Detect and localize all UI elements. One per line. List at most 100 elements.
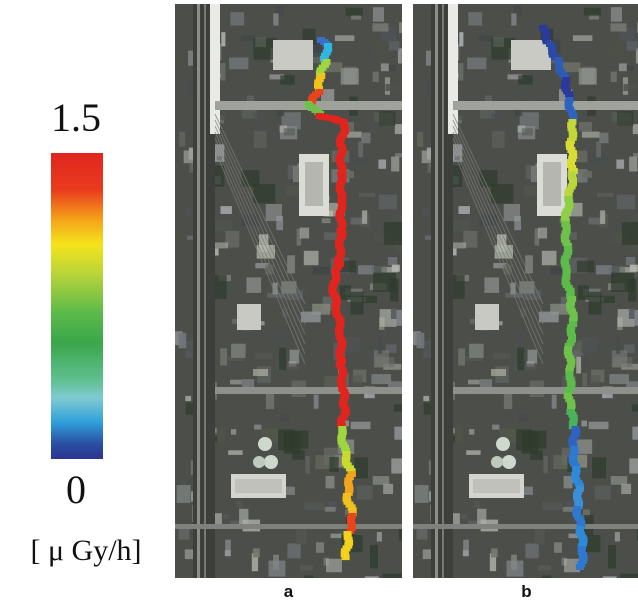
b-route-point <box>560 236 569 243</box>
a-route-point <box>324 43 332 49</box>
b-route-point <box>565 386 574 393</box>
satellite-map-b <box>413 4 638 578</box>
b-route-point <box>568 308 577 315</box>
a-route-point <box>338 432 347 439</box>
b-route-point <box>567 383 576 390</box>
b-route-point <box>568 119 577 125</box>
a-route-point <box>345 483 353 490</box>
a-route-point <box>336 137 345 144</box>
b-route-point <box>565 186 574 193</box>
a-route-point <box>338 426 347 432</box>
satellite-map-a <box>175 4 402 578</box>
b-route-point <box>567 299 575 306</box>
b-route-point <box>568 134 577 141</box>
a-route-point <box>342 447 350 454</box>
b-route-point <box>564 346 573 352</box>
b-route-point <box>564 100 573 107</box>
b-route-point <box>567 171 576 177</box>
b-route-point <box>565 199 574 206</box>
legend-color-bar <box>51 153 103 459</box>
b-route-point <box>565 367 574 374</box>
a-route-point <box>341 444 349 451</box>
a-route-point <box>323 114 331 121</box>
b-route-point <box>564 192 573 199</box>
a-route-point <box>337 435 346 442</box>
map-panel-a <box>175 4 402 578</box>
b-route-point <box>568 317 577 324</box>
a-route-point <box>341 554 350 561</box>
a-route-point <box>340 125 349 132</box>
map-panel-b <box>413 4 638 578</box>
b-route-point <box>564 342 573 349</box>
b-route-point <box>564 196 573 202</box>
b-route-point <box>564 103 573 110</box>
b-route-point <box>565 202 574 209</box>
b-route-point <box>564 246 573 252</box>
b-route-point <box>569 311 578 318</box>
a-route-point <box>318 113 327 120</box>
b-route-point <box>563 393 572 399</box>
b-route-point <box>565 371 574 377</box>
b-route-point <box>568 333 576 340</box>
b-route-point <box>562 227 571 234</box>
a-route-point <box>339 119 348 125</box>
b-route-point <box>575 564 584 570</box>
a-route-point <box>315 85 323 92</box>
a-route-point <box>337 376 346 383</box>
a-route-point <box>339 370 348 377</box>
b-route-point <box>562 252 571 259</box>
a-route-point <box>324 46 333 53</box>
a-route-point <box>335 324 344 331</box>
b-route-point <box>567 399 575 406</box>
b-route-point <box>561 217 570 224</box>
b-route-point <box>568 296 577 302</box>
a-route-point <box>337 379 345 386</box>
b-route-point <box>567 405 575 412</box>
b-route-point <box>561 221 570 227</box>
b-route-point <box>567 402 576 409</box>
a-route-point <box>339 441 348 448</box>
b-route-point <box>562 208 571 215</box>
b-route-point <box>562 239 571 246</box>
a-route-point <box>344 480 353 487</box>
legend-min-label: 0 <box>66 467 86 512</box>
b-route-point <box>566 364 574 371</box>
legend-max-label: 1.5 <box>51 95 101 140</box>
a-route-point <box>338 382 347 389</box>
a-route-point <box>335 315 344 322</box>
b-route-point <box>564 249 573 256</box>
b-route-point <box>567 183 576 190</box>
a-route-point <box>338 429 347 436</box>
b-route <box>539 25 588 570</box>
b-route-point <box>565 396 574 403</box>
a-route-point <box>337 134 346 141</box>
a-route-point <box>336 318 345 325</box>
b-route-point <box>566 302 575 309</box>
a-route-point <box>335 327 343 334</box>
b-route-point <box>567 137 575 144</box>
a-route-point <box>322 49 331 56</box>
a-route-point <box>337 438 346 445</box>
b-route-point <box>569 314 578 321</box>
b-route-point <box>566 377 575 384</box>
legend-unit-label: [ μ Gy/h] <box>30 534 142 567</box>
a-route-point <box>321 52 329 59</box>
a-route-point <box>340 122 348 129</box>
b-route-point <box>567 125 576 132</box>
b-route-point <box>561 230 570 237</box>
b-route-point <box>569 112 578 119</box>
b-route-point <box>569 131 578 138</box>
b-route-point <box>567 361 576 368</box>
b-route-point <box>567 330 576 337</box>
b-route-point <box>567 380 576 387</box>
a-route-point <box>344 477 353 484</box>
b-route-point <box>564 352 573 359</box>
b-route-point <box>562 264 571 271</box>
a-route <box>304 37 357 561</box>
b-route-point <box>569 180 577 187</box>
b-route-point <box>564 389 572 396</box>
b-route-point <box>566 355 575 362</box>
b-route-point <box>568 174 577 181</box>
a-route-point <box>345 474 354 481</box>
a-route-point <box>335 361 344 367</box>
